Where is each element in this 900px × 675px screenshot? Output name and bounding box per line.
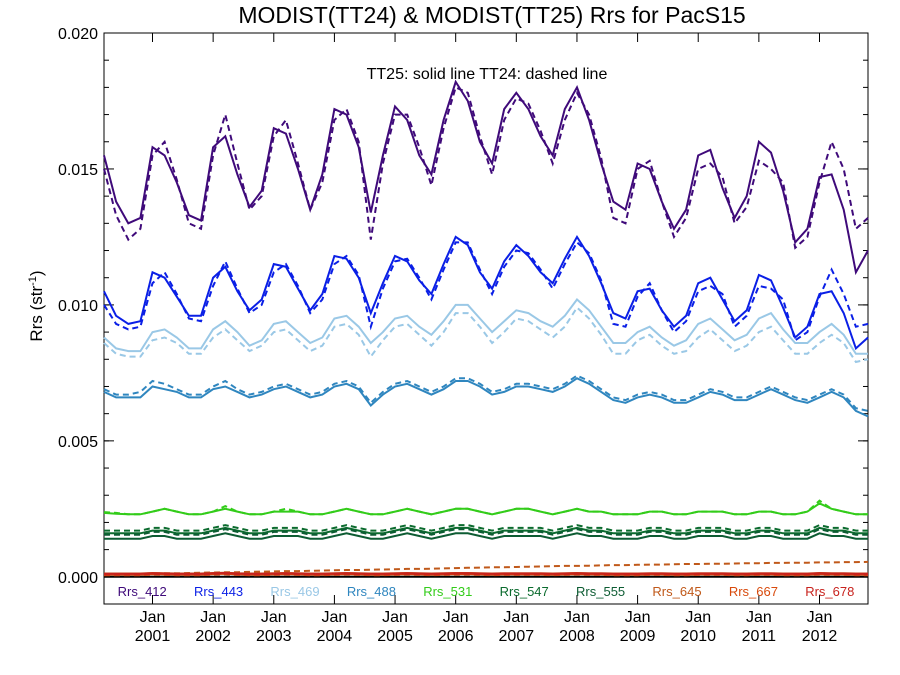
series-lines (103, 79, 869, 577)
series-line-tt24 (104, 560, 869, 576)
legend-entry: Rrs_531 (423, 584, 472, 599)
legend-entry: Rrs_443 (194, 584, 243, 599)
y-tick-label: 0.005 (58, 434, 98, 451)
x-tick-label-month: Jan (625, 609, 651, 626)
y-tick-label: 0.010 (58, 298, 98, 315)
legend-entry: Rrs_678 (805, 584, 854, 599)
y-tick-label: 0.000 (58, 570, 98, 587)
series-line-tt25 (104, 532, 868, 540)
series-rrs-412 (103, 79, 869, 276)
y-tick-label: 0.020 (58, 26, 98, 43)
series-rrs-488 (103, 374, 869, 418)
legend-entry: Rrs_469 (270, 584, 319, 599)
x-tick-label-year: 2002 (195, 628, 231, 645)
x-tick-label-month: Jan (140, 609, 166, 626)
x-tick-label-month: Jan (564, 609, 590, 626)
x-tick-label-month: Jan (322, 609, 348, 626)
series-line-tt24 (104, 572, 868, 576)
y-axis-label: Rrs (str-1) (27, 270, 46, 341)
legend-entry: Rrs_555 (576, 584, 625, 599)
x-tick-label-month: Jan (685, 609, 711, 626)
y-axis-label-close: ) (27, 270, 46, 276)
x-tick-label-month: Jan (261, 609, 287, 626)
x-tick-label-month: Jan (443, 609, 469, 626)
legend: Rrs_412 Rrs_443 Rrs_469 Rrs_488 Rrs_531 Rrs_5… (118, 584, 855, 599)
series-rrs-555 (104, 528, 868, 540)
series-line-tt24 (103, 240, 869, 342)
series-line-tt24 (103, 306, 869, 364)
x-tick-label-year: 2009 (620, 628, 656, 645)
legend-entry: Rrs_412 (118, 584, 167, 599)
series-line-tt25 (103, 298, 868, 355)
y-axis-label-superscript: -1 (27, 276, 39, 286)
series-rrs-531 (103, 499, 868, 516)
x-tick-label-month: Jan (382, 609, 408, 626)
series-line-tt24 (104, 528, 868, 536)
x-tick-label-month: Jan (503, 609, 529, 626)
x-tick-label-year: 2011 (742, 628, 777, 645)
series-rrs-469 (103, 298, 869, 364)
x-tick-label-year: 2008 (559, 628, 595, 645)
legend-entry: Rrs_645 (652, 584, 701, 599)
y-tick-label: 0.015 (58, 162, 98, 179)
x-tick-label-year: 2003 (256, 628, 292, 645)
series-line-tt24 (103, 86, 869, 250)
x-tick-label-year: 2004 (317, 628, 353, 645)
axes: 0.000 0.005 0.010 0.015 0.020 Jan 2001 Jan 2002 J… (58, 26, 869, 645)
y-axis-label-text: Rrs (str (27, 286, 46, 342)
x-tick-label-year: 2005 (377, 628, 413, 645)
series-line-tt25 (103, 377, 869, 418)
plot-frame (103, 32, 869, 605)
x-tick-label-month: Jan (746, 609, 772, 626)
legend-entry: Rrs_547 (500, 584, 549, 599)
x-tick-label-year: 2007 (499, 628, 535, 645)
x-tick-label-year: 2010 (680, 628, 716, 645)
series-line-tt24 (103, 499, 868, 516)
series-line-tt24 (104, 524, 868, 532)
chart-title: MODIST(TT24) & MODIST(TT25) Rrs for PacS… (238, 2, 745, 28)
x-tick-label-year: 2012 (802, 628, 838, 645)
x-tick-label-year: 2006 (438, 628, 474, 645)
series-line-tt25 (103, 234, 869, 351)
legend-entry: Rrs_667 (729, 584, 778, 599)
x-tick-label-month: Jan (807, 609, 833, 626)
line-style-annotation: TT25: solid line TT24: dashed line (367, 66, 608, 83)
x-tick-label-year: 2001 (135, 628, 171, 645)
series-line-tt25 (104, 526, 868, 535)
series-rrs-443 (103, 234, 869, 351)
series-rrs-678 (104, 571, 868, 576)
x-tick-label-month: Jan (200, 609, 226, 626)
series-line-tt24 (103, 374, 869, 412)
series-rrs-547 (104, 524, 868, 535)
legend-entry: Rrs_488 (347, 584, 396, 599)
